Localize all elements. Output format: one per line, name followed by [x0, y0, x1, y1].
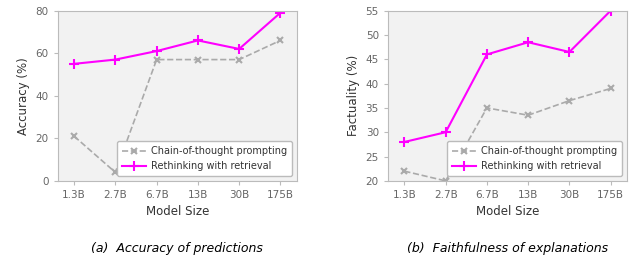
Chain-of-thought prompting [442, 179, 449, 182]
Title: (a)  Accuracy of predictions: (a) Accuracy of predictions [92, 242, 263, 255]
Y-axis label: Factuality (%): Factuality (%) [347, 55, 360, 136]
Line: Chain-of-thought prompting: Chain-of-thought prompting [401, 85, 614, 184]
Rethinking with retrieval [607, 9, 614, 12]
Chain-of-thought prompting [524, 114, 532, 117]
Legend: Chain-of-thought prompting, Rethinking with retrieval: Chain-of-thought prompting, Rethinking w… [117, 142, 292, 176]
Y-axis label: Accuracy (%): Accuracy (%) [17, 57, 30, 135]
Rethinking with retrieval [70, 62, 78, 65]
Rethinking with retrieval [153, 49, 161, 53]
Line: Rethinking with retrieval: Rethinking with retrieval [399, 6, 616, 147]
Rethinking with retrieval [524, 41, 532, 44]
X-axis label: Model Size: Model Size [145, 205, 209, 218]
Chain-of-thought prompting [111, 171, 119, 174]
Title: (b)  Faithfulness of explanations: (b) Faithfulness of explanations [407, 242, 608, 255]
Chain-of-thought prompting [483, 106, 491, 110]
Chain-of-thought prompting [194, 58, 202, 61]
Rethinking with retrieval [442, 131, 449, 134]
Rethinking with retrieval [566, 50, 573, 53]
Chain-of-thought prompting [70, 135, 78, 138]
Rethinking with retrieval [483, 53, 491, 56]
Rethinking with retrieval [236, 47, 243, 51]
Chain-of-thought prompting [566, 99, 573, 102]
Rethinking with retrieval [111, 58, 119, 61]
Chain-of-thought prompting [607, 87, 614, 90]
Legend: Chain-of-thought prompting, Rethinking with retrieval: Chain-of-thought prompting, Rethinking w… [447, 142, 622, 176]
Rethinking with retrieval [276, 11, 284, 14]
Line: Chain-of-thought prompting: Chain-of-thought prompting [70, 37, 284, 176]
Line: Rethinking with retrieval: Rethinking with retrieval [69, 8, 285, 69]
Chain-of-thought prompting [236, 58, 243, 61]
Chain-of-thought prompting [153, 58, 161, 61]
Rethinking with retrieval [194, 39, 202, 42]
X-axis label: Model Size: Model Size [476, 205, 540, 218]
Chain-of-thought prompting [276, 39, 284, 42]
Rethinking with retrieval [401, 140, 408, 144]
Chain-of-thought prompting [401, 169, 408, 173]
